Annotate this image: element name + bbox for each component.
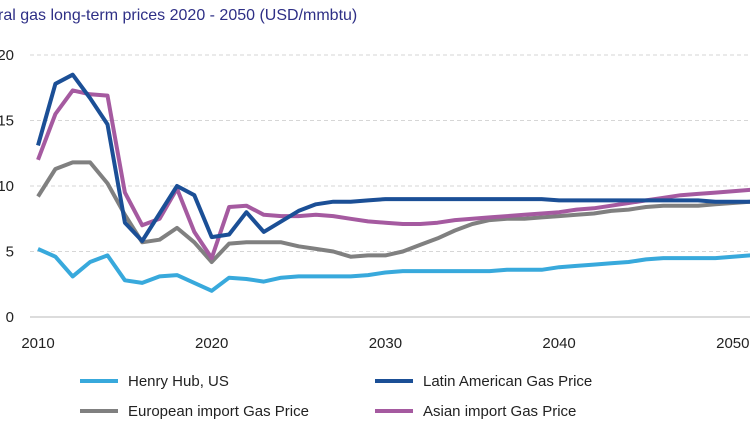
series-line-2 bbox=[36, 160, 750, 264]
y-tick-label: 5 bbox=[6, 244, 14, 261]
series-line-0 bbox=[37, 247, 750, 293]
x-tick-label: 2020 bbox=[195, 335, 228, 352]
legend-label: Asian import Gas Price bbox=[423, 403, 576, 420]
y-tick-label: 20 bbox=[0, 47, 14, 64]
x-tick-label: 2050 bbox=[716, 335, 749, 352]
legend-label: European import Gas Price bbox=[128, 403, 309, 420]
legend-item: European import Gas Price bbox=[80, 403, 309, 420]
x-tick-label: 2040 bbox=[542, 335, 575, 352]
series-line-3 bbox=[36, 88, 750, 261]
x-tick-label: 2030 bbox=[369, 335, 402, 352]
legend-item: Asian import Gas Price bbox=[375, 403, 576, 420]
y-tick-label: 10 bbox=[0, 178, 14, 195]
chart-title: ral gas long-term prices 2020 - 2050 (US… bbox=[0, 7, 358, 24]
legend-label: Henry Hub, US bbox=[128, 373, 229, 390]
y-tick-label: 15 bbox=[0, 113, 14, 130]
x-tick-label: 2010 bbox=[21, 335, 54, 352]
legend-label: Latin American Gas Price bbox=[423, 373, 592, 390]
legend-item: Latin American Gas Price bbox=[375, 373, 592, 390]
y-tick-label: 0 bbox=[6, 309, 14, 326]
legend-item: Henry Hub, US bbox=[80, 373, 229, 390]
series-line-1 bbox=[36, 72, 750, 243]
